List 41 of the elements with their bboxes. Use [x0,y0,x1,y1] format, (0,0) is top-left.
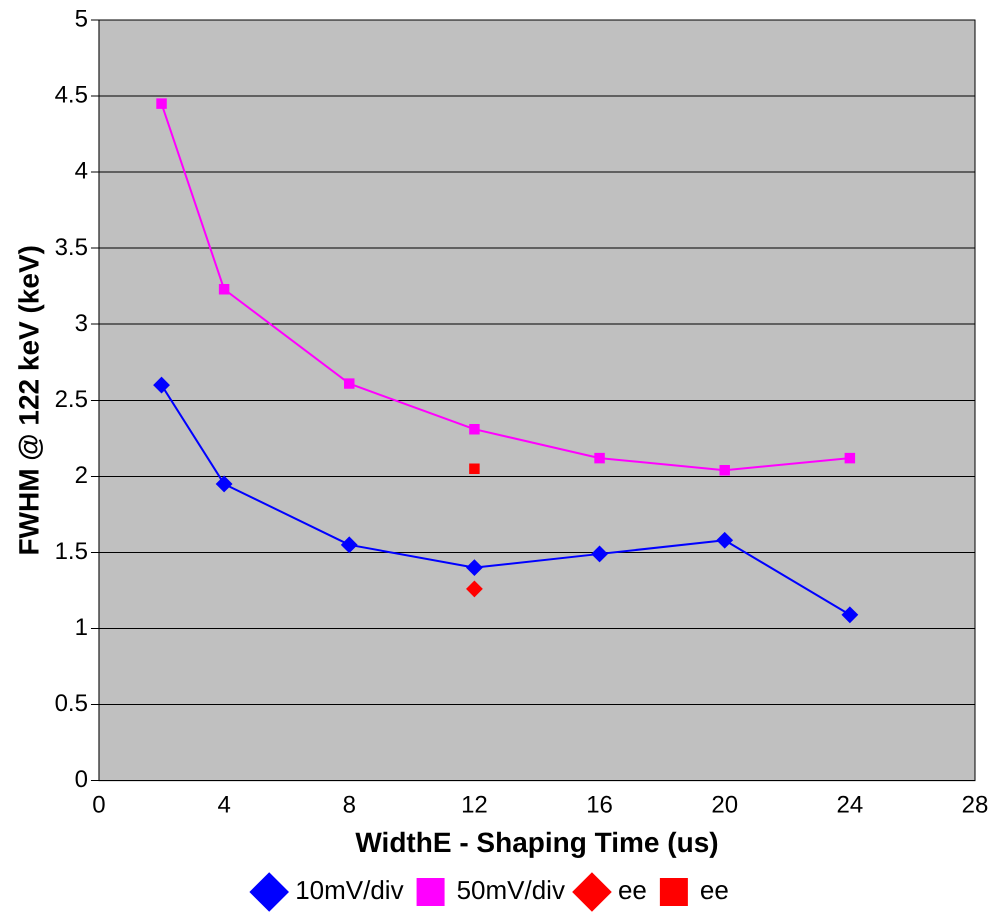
point [594,452,605,464]
y-axis-title: FWHM @ 122 keV (keV) [14,245,45,556]
legend-label: 50mV/div [456,875,565,906]
x-tick-label: 12 [461,792,488,819]
point [218,284,230,294]
y-tick-label: 5 [74,6,88,33]
y-tick-label: 2 [74,462,88,489]
point [466,580,482,597]
x-tick-label: 4 [217,792,231,819]
x-tick-label: 20 [711,792,738,819]
point [341,536,358,553]
x-tick-label: 28 [962,792,988,819]
point [216,476,232,492]
point [344,378,354,389]
y-tick-label: 4.5 [54,82,88,109]
x-axis-title: WidthE - Shaping Time (us) [355,826,719,858]
legend-label: 10mV/div [295,875,404,906]
point [469,424,480,434]
y-tick-label: 1.5 [54,538,88,566]
y-tick-label: 1 [74,614,88,642]
point [466,560,482,576]
x-tick-label: 24 [836,792,864,819]
y-tick-label: 0 [74,766,88,794]
point [842,606,858,623]
y-tick-label: 2.5 [54,386,88,413]
x-tick-label: 8 [342,792,356,819]
x-tick-label: 0 [92,792,106,819]
legend-label: ee [618,875,647,906]
point [156,98,167,109]
point [716,532,733,548]
point [469,464,480,474]
y-tick-label: 0.5 [54,690,88,718]
y-tick-label: 4 [74,158,88,185]
y-tick-label: 3.5 [54,234,88,261]
point [844,452,856,464]
legend-label: ee [700,875,729,906]
point [592,546,608,562]
y-tick-label: 3 [74,310,88,337]
point [719,465,730,476]
x-tick-label: 16 [586,792,613,819]
point [154,377,170,394]
